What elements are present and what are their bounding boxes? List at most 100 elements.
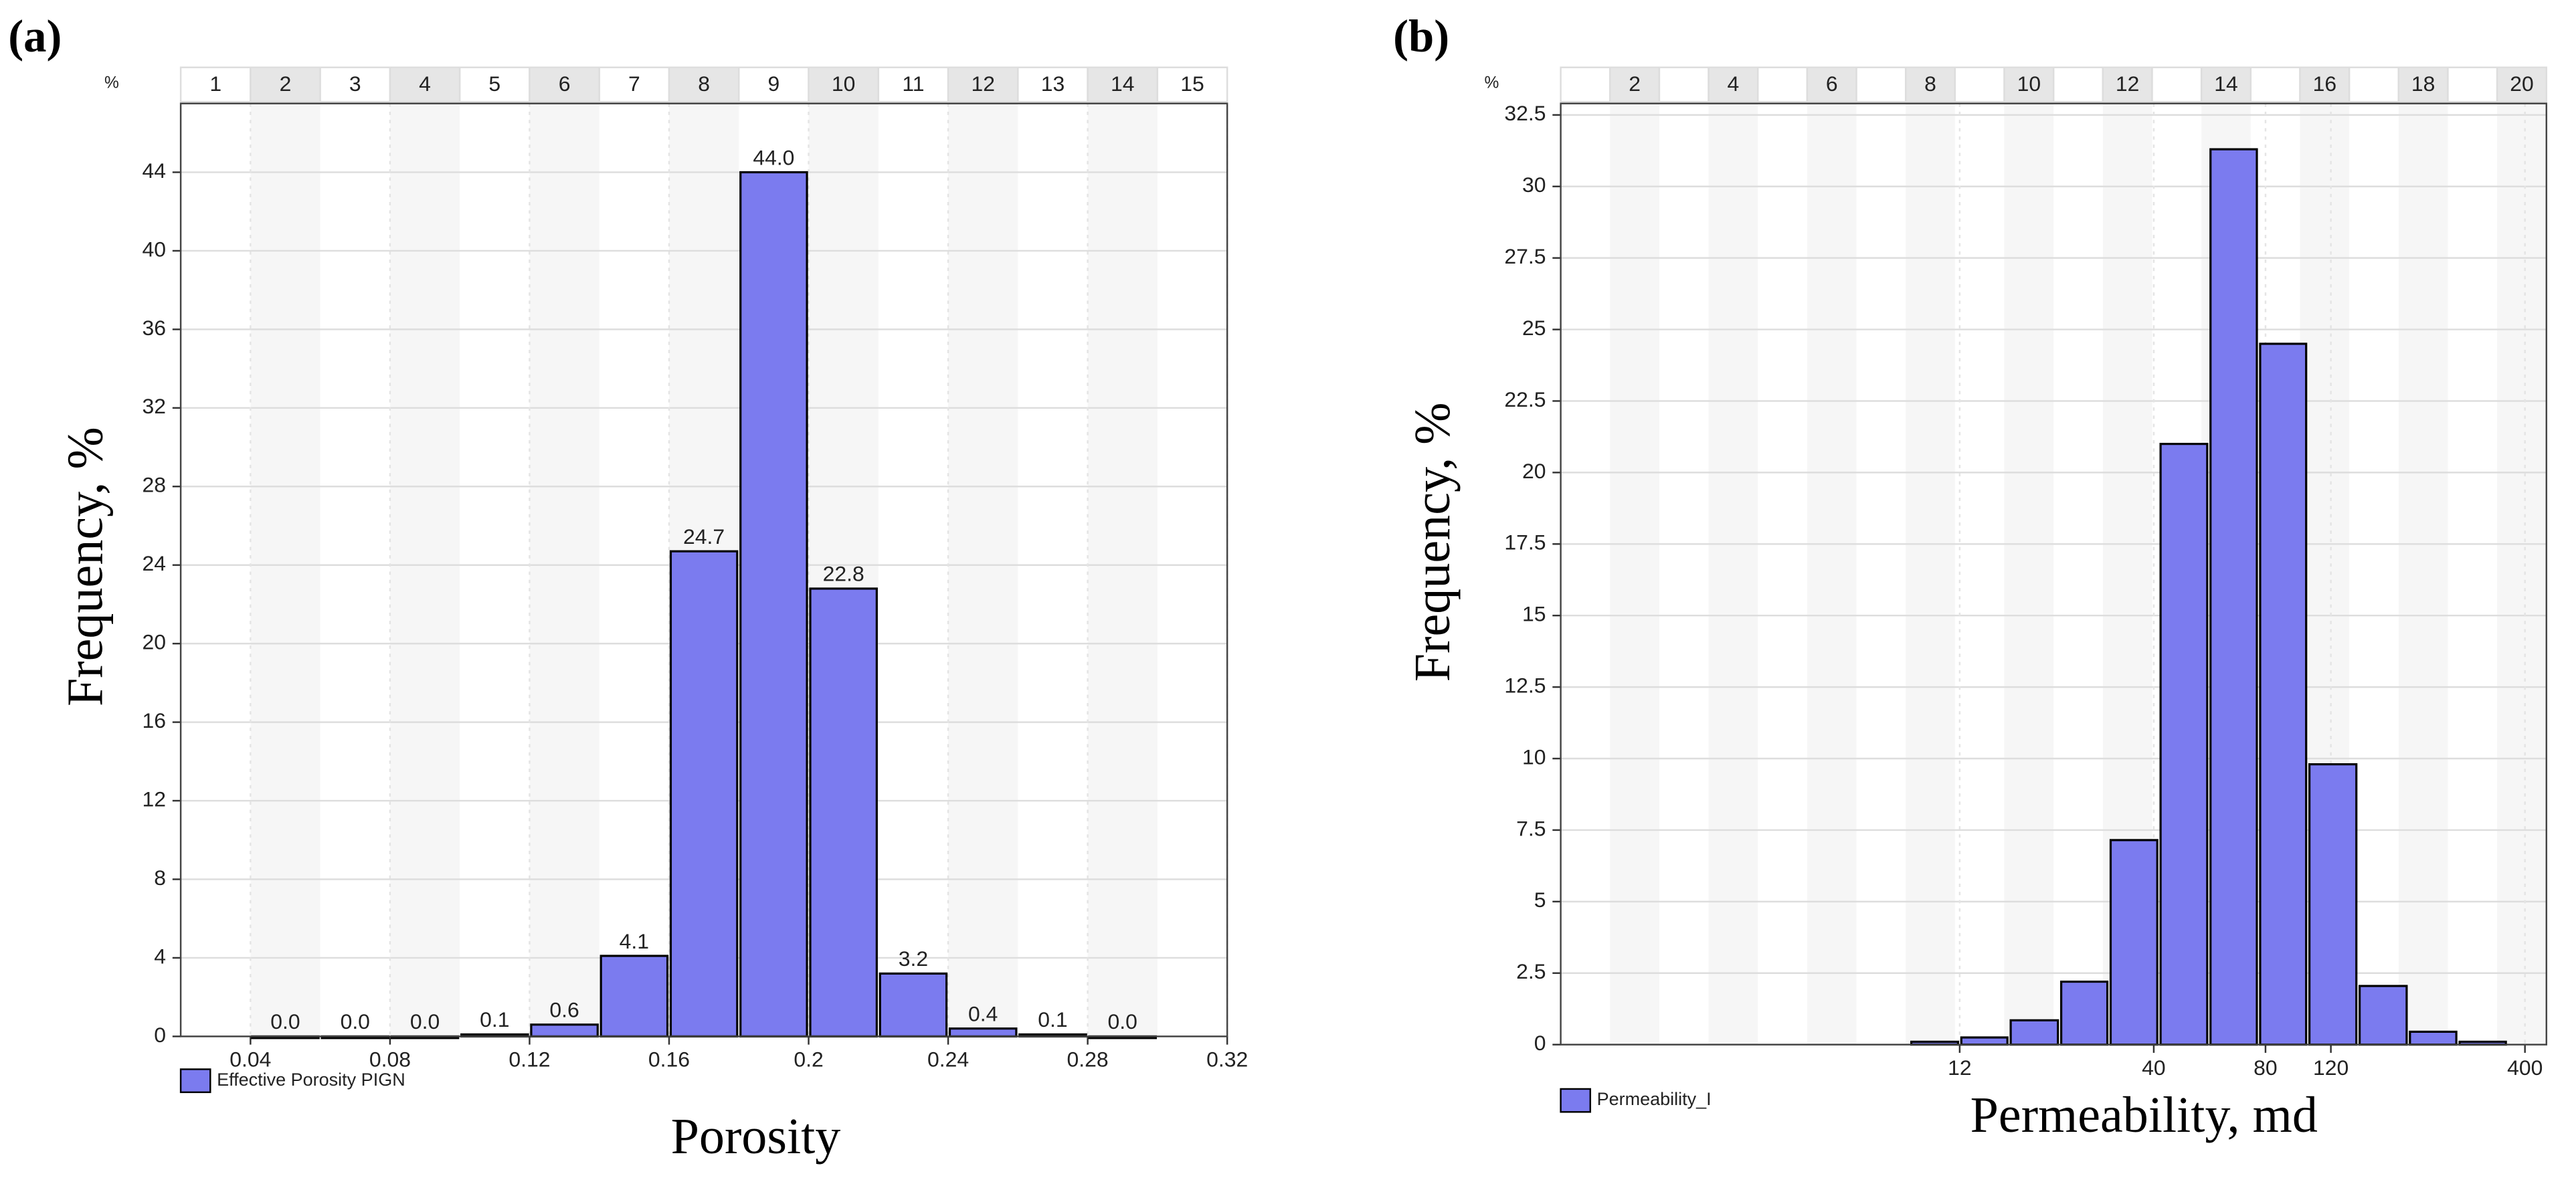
value-label: 0.0 bbox=[341, 1009, 370, 1033]
strip-label: 15 bbox=[1180, 72, 1204, 96]
strip-cell bbox=[2496, 66, 2548, 103]
value-label: 0.1 bbox=[1038, 1007, 1067, 1031]
strip-label: 16 bbox=[2313, 72, 2336, 96]
y-tick-label: 15 bbox=[1522, 602, 1546, 626]
y-tick-label: 2.5 bbox=[1516, 959, 1546, 983]
strip-cell bbox=[2003, 66, 2055, 103]
strip-label: 6 bbox=[559, 72, 571, 96]
value-label: 0.0 bbox=[1108, 1009, 1137, 1033]
x-tick-label: 400 bbox=[2507, 1056, 2543, 1080]
strip-cell bbox=[1560, 66, 1611, 103]
plot-frame bbox=[1560, 102, 2548, 1046]
y-tick-label: 40 bbox=[142, 237, 166, 261]
value-label: 24.7 bbox=[683, 524, 725, 549]
strip-cell bbox=[598, 66, 670, 103]
legend-swatch bbox=[1560, 1088, 1592, 1113]
y-tick-label: 44 bbox=[142, 159, 166, 183]
column-shade bbox=[389, 103, 460, 1037]
x-tick-label: 0.04 bbox=[229, 1048, 271, 1072]
strip-label: 7 bbox=[628, 72, 640, 96]
strip-cell bbox=[947, 66, 1019, 103]
strip-label: 8 bbox=[1924, 72, 1936, 96]
plot-frame bbox=[179, 102, 1228, 1037]
x-axis-label: Permeability, md bbox=[1970, 1087, 2318, 1143]
bar bbox=[948, 1027, 1018, 1037]
strip-label: 20 bbox=[2510, 72, 2533, 96]
value-label: 0.1 bbox=[480, 1007, 509, 1031]
strip-cell bbox=[2249, 66, 2301, 103]
column-shade bbox=[250, 103, 320, 1037]
bar bbox=[809, 587, 878, 1037]
x-tick-label: 0.2 bbox=[794, 1048, 823, 1072]
y-tick-label: 17.5 bbox=[1504, 530, 1546, 555]
strip-cell bbox=[2299, 66, 2351, 103]
x-tick-label: 0.08 bbox=[369, 1048, 411, 1072]
value-label: 0.6 bbox=[549, 998, 579, 1022]
y-tick-label: 28 bbox=[142, 473, 166, 497]
strip-cell bbox=[2151, 66, 2203, 103]
strip-cell bbox=[808, 66, 880, 103]
bar bbox=[2060, 980, 2109, 1046]
column-shade bbox=[1807, 103, 1857, 1045]
y-unit: % bbox=[1485, 74, 1499, 92]
value-label: 0.0 bbox=[410, 1009, 440, 1033]
column-shade bbox=[1610, 103, 1659, 1045]
x-tick-label: 12 bbox=[1948, 1056, 1971, 1080]
panel-label: (a) bbox=[8, 11, 62, 62]
bar bbox=[530, 1023, 599, 1037]
bar bbox=[2159, 443, 2209, 1046]
column-shade bbox=[1087, 103, 1158, 1037]
column-shade bbox=[529, 103, 600, 1037]
strip-label: 13 bbox=[1041, 72, 1065, 96]
legend-label: Effective Porosity PIGN bbox=[217, 1070, 405, 1090]
column-shade bbox=[948, 103, 1018, 1037]
bar bbox=[1960, 1036, 2009, 1046]
legend-label: Permeability_I bbox=[1597, 1089, 1712, 1109]
x-tick-label: 120 bbox=[2313, 1056, 2349, 1080]
bar bbox=[739, 171, 808, 1037]
column-shade bbox=[1708, 103, 1758, 1045]
strip-label: 4 bbox=[1728, 72, 1740, 96]
x-tick-label: 40 bbox=[2142, 1056, 2166, 1080]
value-label: 4.1 bbox=[620, 929, 649, 953]
y-tick-label: 0 bbox=[1534, 1031, 1546, 1055]
strip-label: 10 bbox=[2017, 72, 2041, 96]
strip-cell bbox=[319, 66, 391, 103]
y-tick-label: 12.5 bbox=[1504, 674, 1546, 698]
value-label: 22.8 bbox=[823, 562, 864, 586]
x-tick-label: 0.28 bbox=[1067, 1048, 1109, 1072]
strip-cell bbox=[2348, 66, 2400, 103]
column-shade bbox=[2497, 103, 2547, 1045]
strip-cell bbox=[1954, 66, 2005, 103]
strip-cell bbox=[668, 66, 740, 103]
strip-cell bbox=[1156, 66, 1228, 103]
y-axis-label: Frequency, % bbox=[1404, 402, 1461, 682]
y-tick-label: 16 bbox=[142, 708, 166, 732]
strip-label: 2 bbox=[1629, 72, 1641, 96]
y-tick-label: 12 bbox=[142, 787, 166, 811]
strip-cell bbox=[2200, 66, 2252, 103]
strip-cell bbox=[1904, 66, 1956, 103]
x-tick-label: 80 bbox=[2253, 1056, 2278, 1080]
y-tick-label: 20 bbox=[1522, 459, 1546, 483]
strip-cell bbox=[1757, 66, 1809, 103]
y-tick-label: 36 bbox=[142, 316, 166, 340]
y-tick-label: 27.5 bbox=[1504, 244, 1546, 268]
strip-cell bbox=[1609, 66, 1661, 103]
strip-label: 5 bbox=[488, 72, 500, 96]
y-tick-label: 7.5 bbox=[1516, 816, 1546, 840]
x-tick-label: 0.12 bbox=[509, 1048, 550, 1072]
y-unit: % bbox=[104, 74, 119, 92]
strip-cell bbox=[2102, 66, 2153, 103]
strip-label: 12 bbox=[971, 72, 995, 96]
bar bbox=[2009, 1019, 2059, 1046]
x-tick-label: 0.24 bbox=[927, 1048, 969, 1072]
y-tick-label: 24 bbox=[142, 551, 166, 575]
bar bbox=[2109, 839, 2158, 1046]
strip-label: 10 bbox=[832, 72, 856, 96]
column-shade bbox=[2004, 103, 2054, 1045]
legend-swatch bbox=[179, 1068, 211, 1094]
strip-cell bbox=[877, 66, 949, 103]
strip-cell bbox=[458, 66, 531, 103]
